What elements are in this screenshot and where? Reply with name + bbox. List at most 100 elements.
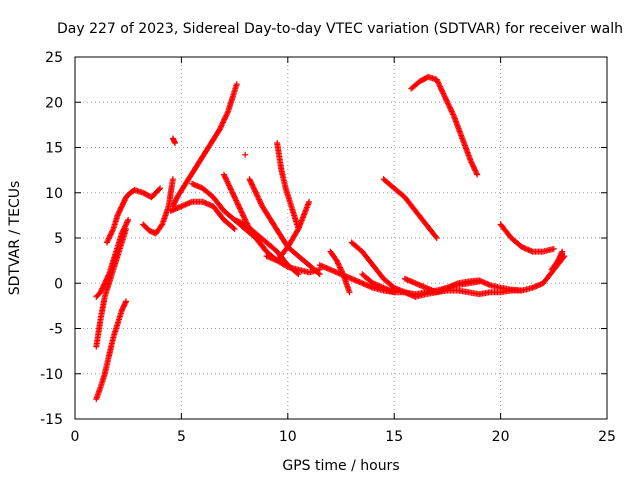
data-point: [157, 185, 164, 192]
data-point: [123, 219, 130, 226]
data-point: [109, 227, 116, 234]
data-point: [250, 184, 257, 191]
data-point: [435, 80, 442, 87]
data-point: [119, 229, 126, 236]
data-point: [338, 268, 345, 275]
data-point: [221, 116, 228, 123]
data-point: [558, 249, 565, 256]
data-point: [222, 174, 229, 181]
data-point: [236, 204, 243, 211]
data-point: [391, 289, 398, 296]
y-tick-label: -5: [49, 322, 63, 338]
x-axis-label: GPS time / hours: [282, 458, 399, 474]
data-point: [439, 89, 446, 96]
data-point: [107, 231, 114, 238]
data-point: [216, 126, 223, 133]
data-point: [252, 188, 259, 195]
data-point: [218, 122, 225, 129]
data-point: [468, 159, 475, 166]
data-point: [432, 233, 439, 240]
data-point: [335, 261, 342, 268]
data-point: [448, 108, 455, 115]
data-point: [223, 111, 230, 118]
y-tick-label: 5: [54, 231, 63, 247]
data-point: [446, 104, 453, 111]
data-point: [444, 98, 451, 105]
data-point: [257, 199, 264, 206]
x-tick-label: 5: [177, 429, 186, 445]
data-point: [224, 179, 231, 186]
y-tick-label: 0: [54, 276, 63, 292]
y-tick-label: 25: [45, 50, 63, 66]
y-tick-label: -10: [40, 367, 63, 383]
y-tick-label: 20: [45, 95, 63, 111]
x-tick-label: 0: [71, 429, 80, 445]
data-point: [221, 115, 228, 122]
data-point: [230, 224, 237, 231]
data-point: [109, 228, 116, 235]
data-point: [223, 177, 230, 184]
data-point: [294, 227, 301, 234]
data-point: [169, 176, 176, 183]
data-point: [230, 192, 237, 199]
data-point: [231, 225, 238, 232]
data-point: [231, 194, 238, 201]
data-point: [218, 123, 225, 130]
data-point: [240, 213, 247, 220]
data-point: [334, 258, 341, 265]
data-point: [440, 90, 447, 97]
data-point: [437, 84, 444, 91]
data-point: [240, 212, 247, 219]
data-point: [254, 193, 261, 200]
data-point: [252, 189, 259, 196]
data-point: [231, 193, 238, 200]
data-point: [241, 215, 248, 222]
data-point: [472, 168, 479, 175]
data-point: [446, 103, 453, 110]
data-point: [336, 264, 343, 271]
data-point: [233, 198, 240, 205]
data-point: [283, 263, 290, 270]
data-point: [450, 111, 457, 118]
data-point: [449, 110, 456, 117]
data-point: [233, 81, 240, 88]
y-tick-label: 15: [45, 141, 63, 157]
data-point: [248, 180, 255, 187]
data-point: [246, 176, 253, 183]
data-point: [118, 230, 125, 237]
data-point: [105, 272, 112, 279]
data-point: [242, 151, 249, 158]
data-point: [219, 120, 226, 127]
data-points: [93, 73, 568, 403]
data-point: [239, 211, 246, 218]
data-point: [470, 163, 477, 170]
data-point: [471, 166, 478, 173]
data-point: [247, 177, 254, 184]
data-point: [445, 101, 452, 108]
data-point: [228, 187, 235, 194]
data-point: [108, 230, 115, 237]
data-point: [251, 187, 258, 194]
x-tick-label: 25: [598, 429, 616, 445]
data-point: [442, 94, 449, 101]
y-tick-label: 10: [45, 186, 63, 202]
data-point: [444, 100, 451, 107]
data-point: [105, 236, 112, 243]
data-point: [448, 107, 455, 114]
data-point: [237, 206, 244, 213]
data-point: [222, 175, 229, 182]
data-point: [437, 83, 444, 90]
data-point: [104, 238, 111, 245]
data-point: [255, 195, 262, 202]
data-point: [236, 205, 243, 212]
data-point: [518, 287, 525, 294]
data-point: [338, 267, 345, 274]
data-point: [172, 139, 179, 146]
data-point: [472, 167, 479, 174]
y-tick-label: -15: [40, 412, 63, 428]
data-point: [224, 109, 231, 116]
data-point: [247, 178, 254, 185]
data-point: [335, 260, 342, 267]
data-point: [346, 289, 353, 296]
